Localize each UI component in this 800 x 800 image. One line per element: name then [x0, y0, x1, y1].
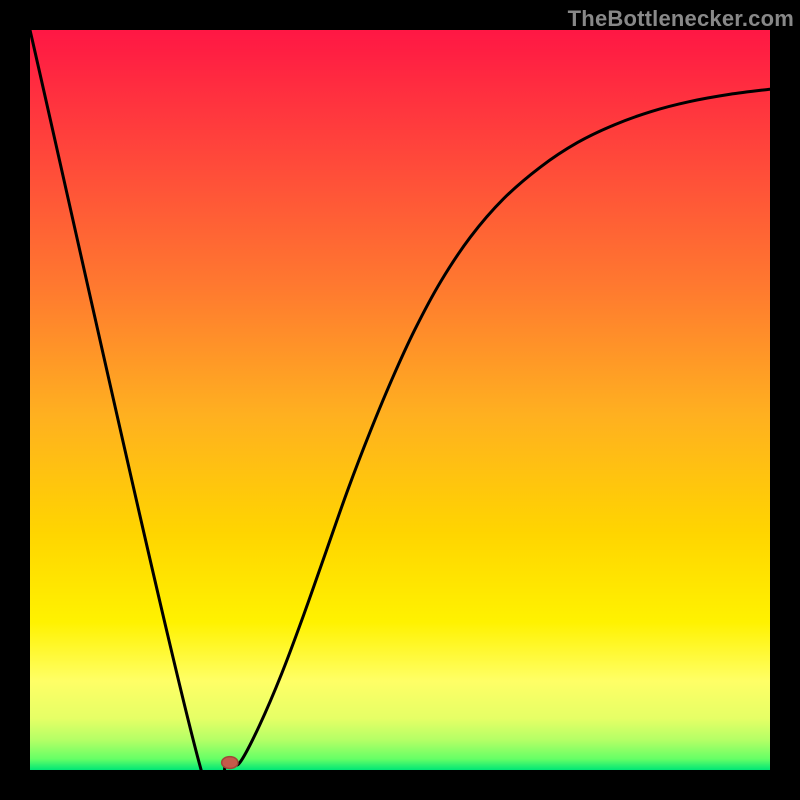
plot-area	[30, 30, 770, 770]
chart-svg	[30, 30, 770, 770]
gradient-background	[30, 30, 770, 770]
chart-container: TheBottlenecker.com	[0, 0, 800, 800]
watermark-text: TheBottlenecker.com	[568, 6, 794, 32]
optimal-point-marker	[222, 757, 238, 769]
